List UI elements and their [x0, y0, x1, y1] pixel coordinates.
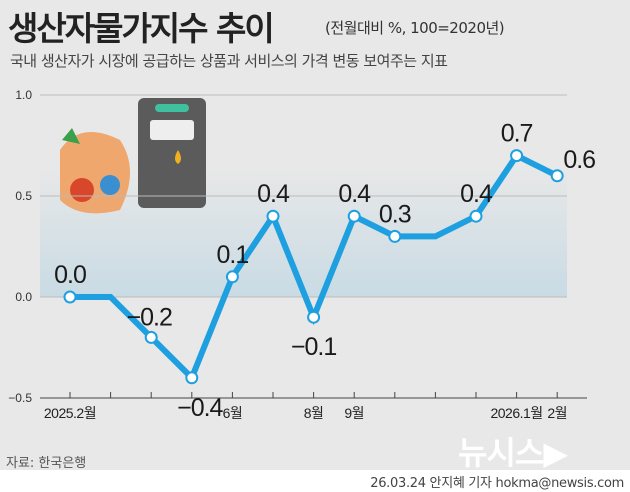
data-label: −0.1	[291, 333, 336, 361]
data-point	[144, 330, 158, 344]
data-point	[510, 149, 524, 163]
unit-note: (전월대비 %, 100=2020년)	[325, 19, 505, 37]
x-tick-label: 8월	[304, 405, 324, 421]
data-label: 0.1	[217, 241, 249, 269]
y-tick-label: 0.5	[15, 189, 32, 203]
data-label: 0.0	[54, 261, 86, 289]
x-tick-label: 2026.1월	[490, 405, 542, 421]
data-point	[225, 270, 239, 284]
data-point	[63, 290, 77, 304]
chart-title: 생산자물가지수 추이	[8, 9, 275, 48]
data-label: −0.2	[127, 303, 172, 331]
x-tick-label: 2월	[547, 405, 567, 421]
data-label: 0.6	[563, 146, 595, 174]
source-note: 자료: 한국은행	[6, 456, 87, 471]
data-label: 0.4	[460, 180, 493, 208]
newsis-logo: 뉴시스▶	[458, 434, 568, 472]
data-label: 0.7	[501, 120, 533, 148]
data-label: 0.4	[257, 180, 290, 208]
data-point	[469, 209, 483, 223]
data-point	[185, 371, 199, 385]
y-tick-label: 0.0	[15, 290, 32, 304]
data-label: 0.3	[379, 200, 411, 228]
data-label: 0.4	[338, 180, 371, 208]
data-point	[307, 310, 321, 324]
data-point	[388, 229, 402, 243]
x-tick-label: 6월	[223, 405, 243, 421]
y-tick-label: 1.0	[15, 88, 32, 102]
footer-bar	[0, 470, 630, 492]
y-tick-label: −0.5	[8, 391, 32, 405]
data-point	[347, 209, 361, 223]
data-point	[550, 169, 564, 183]
x-tick-label: 2025.2월	[44, 405, 96, 421]
data-label: −0.4	[177, 394, 223, 422]
illustration-icon	[60, 98, 206, 214]
x-tick-label: 9월	[344, 405, 364, 421]
data-point	[266, 209, 280, 223]
credit-line: 26.03.24 안지혜 기자 hokma@newsis.com	[370, 476, 624, 491]
chart-subtitle: 국내 생산자가 시장에 공급하는 상품과 서비스의 가격 변동 보여주는 지표	[10, 52, 448, 70]
